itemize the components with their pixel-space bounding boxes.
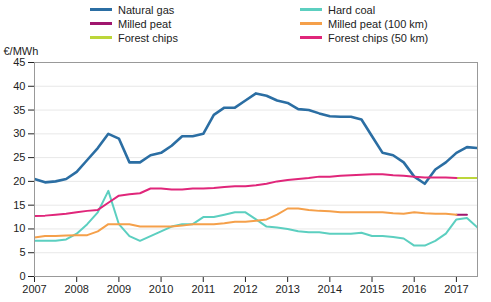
html-text:Forest chips (50 km): Forest chips (50 km) [328, 31, 429, 44]
svg-text:30: 30 [13, 127, 25, 139]
svg-text:2014: 2014 [318, 283, 342, 295]
svg-text:2015: 2015 [360, 283, 384, 295]
html-text:Milled peat (100 km): Milled peat (100 km) [328, 17, 428, 30]
svg-text:2012: 2012 [233, 283, 257, 295]
svg-text:35: 35 [13, 104, 25, 116]
svg-text:2016: 2016 [402, 283, 426, 295]
svg-text:15: 15 [13, 199, 25, 211]
html-text:Milled peat: Milled peat [118, 17, 172, 30]
svg-text:2017: 2017 [444, 283, 468, 295]
svg-text:2008: 2008 [64, 283, 88, 295]
svg-text:25: 25 [13, 151, 25, 163]
svg-text:40: 40 [13, 80, 25, 92]
svg-text:5: 5 [19, 246, 25, 258]
html-text:Natural gas: Natural gas [118, 3, 175, 16]
svg-text:2013: 2013 [275, 283, 299, 295]
svg-text:2009: 2009 [107, 283, 131, 295]
svg-text:2007: 2007 [22, 283, 46, 295]
html-text:Forest chips: Forest chips [118, 31, 178, 44]
svg-text:2010: 2010 [149, 283, 173, 295]
svg-text:10: 10 [13, 222, 25, 234]
svg-text:45: 45 [13, 56, 25, 68]
svg-text:€/MWh: €/MWh [4, 45, 39, 57]
svg-text:20: 20 [13, 175, 25, 187]
svg-text:2011: 2011 [191, 283, 215, 295]
html-text:Hard coal: Hard coal [328, 3, 376, 16]
svg-text:0: 0 [19, 270, 25, 282]
